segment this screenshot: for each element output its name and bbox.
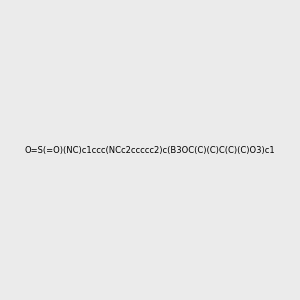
Text: O=S(=O)(NC)c1ccc(NCc2ccccc2)c(B3OC(C)(C)C(C)(C)O3)c1: O=S(=O)(NC)c1ccc(NCc2ccccc2)c(B3OC(C)(C)… xyxy=(25,146,275,154)
